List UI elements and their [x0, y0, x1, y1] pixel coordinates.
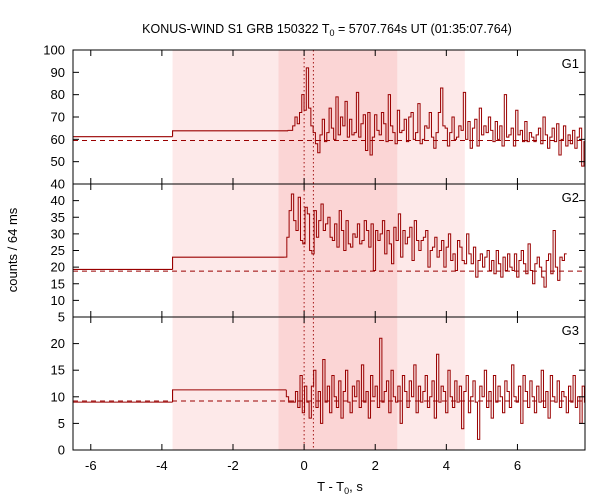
chart-title-sub: 0 [330, 28, 335, 38]
panels [73, 67, 586, 440]
t0-markers [303, 50, 314, 450]
y-tick-label: 5 [58, 416, 65, 431]
chart-title: KONUS-WIND S1 GRB 150322 T0 = 5707.764s … [142, 22, 512, 38]
y-tick-label: 10 [51, 389, 65, 404]
y-tick-label: 40 [51, 177, 65, 192]
y-tick-label: 15 [51, 363, 65, 378]
y-tick-label: 10 [51, 293, 65, 308]
y-tick-label: 90 [51, 65, 65, 80]
panel-name-label: G2 [562, 190, 579, 205]
step-segment-2 [172, 389, 287, 403]
y-tick-label: 20 [51, 336, 65, 351]
x-axis-label-sub: 0 [344, 486, 349, 496]
step-segment-2 [172, 256, 285, 270]
panel-g3 [73, 337, 586, 440]
y-tick-label: 20 [51, 260, 65, 275]
y-tick-label: 70 [51, 110, 65, 125]
y-tick-label: 35 [51, 210, 65, 225]
panel-g1 [73, 67, 586, 167]
y-axis-label: counts / 64 ms [5, 207, 20, 292]
panel-g2 [73, 193, 585, 288]
x-axis-label-rest: , s [349, 479, 363, 494]
panel-name-label: G3 [562, 323, 579, 338]
lightcurve-series [287, 67, 586, 167]
y-tick-label: 50 [51, 154, 65, 169]
x-tick-label: 0 [300, 458, 307, 473]
y-tick-label: 15 [51, 276, 65, 291]
y-tick-label: 5 [58, 310, 65, 325]
y-tick-label: 0 [58, 443, 65, 458]
y-tick-label: 30 [51, 226, 65, 241]
x-tick-label: -4 [156, 458, 168, 473]
lightcurve-series [284, 193, 567, 288]
x-axis-label-main: T - T [317, 479, 344, 494]
x-tick-label: -6 [85, 458, 97, 473]
x-tick-label: 2 [372, 458, 379, 473]
y-tick-label: 100 [43, 43, 65, 58]
x-tick-label: 6 [514, 458, 521, 473]
panel-name-label: G1 [562, 56, 579, 71]
x-axis-label: T - T0, s [317, 479, 363, 496]
x-tick-label: -2 [227, 458, 239, 473]
y-tick-label: 60 [51, 132, 65, 147]
lightcurve-series [285, 337, 586, 440]
chart-title-main: KONUS-WIND S1 GRB 150322 T [142, 22, 330, 36]
y-tick-label: 80 [51, 87, 65, 102]
step-segment-2 [172, 130, 289, 137]
y-tick-label: 25 [51, 243, 65, 258]
chart-title-rest: = 5707.764s UT (01:35:07.764) [335, 22, 512, 36]
x-tick-label: 4 [443, 458, 450, 473]
y-tick-label: 40 [51, 193, 65, 208]
panel-frame-g3 [72, 316, 586, 451]
x-axis: -6 -4 -2 0 2 4 6 [85, 50, 521, 473]
